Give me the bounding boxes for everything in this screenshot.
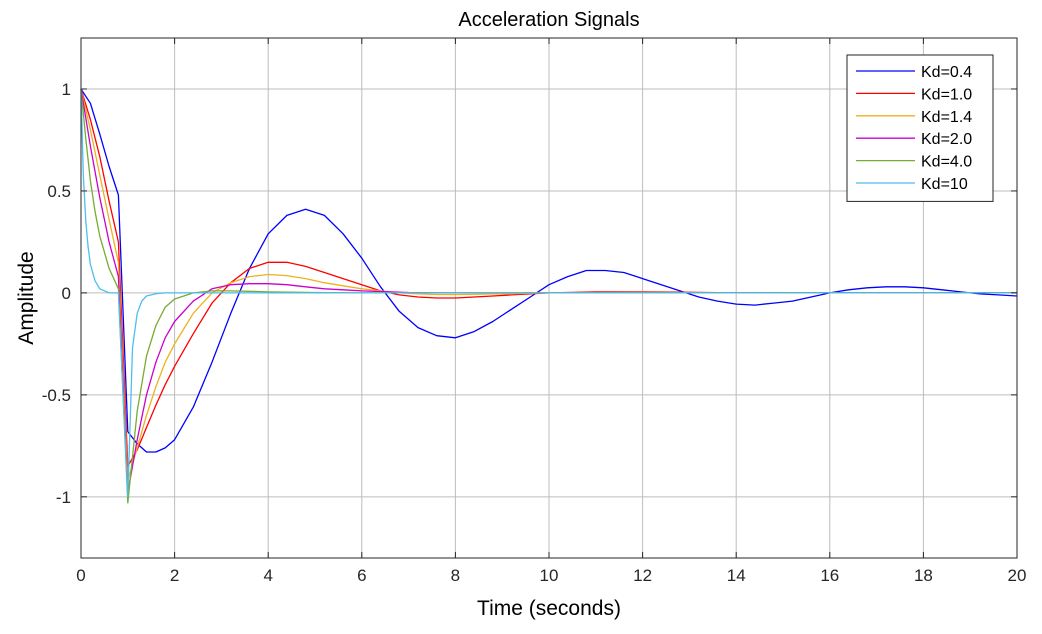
x-tick-label: 10 (540, 566, 559, 585)
x-tick-label: 6 (357, 566, 366, 585)
legend-entry-5: Kd=4.0 (921, 154, 972, 171)
series-line-6 (80, 88, 1017, 498)
chart-title: Acceleration Signals (458, 9, 639, 31)
x-axis-label: Time (seconds) (477, 597, 621, 620)
x-tick-label: 2 (170, 566, 179, 585)
x-tick-label: 16 (820, 566, 839, 585)
y-tick-label: -1 (56, 488, 71, 507)
x-tick-label: 20 (1008, 566, 1027, 585)
y-tick-label: -0.5 (42, 386, 71, 405)
series-line-1 (80, 88, 1018, 453)
y-tick-label: 0.5 (47, 182, 71, 201)
y-axis-label: Amplitude (15, 251, 38, 344)
legend-entry-3: Kd=1.4 (921, 109, 972, 126)
y-tick-label: 0 (62, 284, 71, 303)
y-tick-label: 1 (62, 80, 71, 99)
legend-entry-2: Kd=1.0 (921, 86, 972, 103)
series-layer (80, 88, 1018, 504)
legend: Kd=0.4 Kd=1.0 Kd=1.4 Kd=2.0 Kd=4.0 Kd=10 (846, 54, 994, 202)
legend-box (846, 54, 994, 202)
series-line-2 (80, 88, 1017, 467)
legend-entry-1: Kd=0.4 (921, 64, 972, 81)
x-tick-label: 14 (727, 566, 746, 585)
legend-entry-4: Kd=2.0 (921, 131, 972, 148)
x-tick-label: 4 (263, 566, 272, 585)
axis-ticks: 0 2 4 6 8 10 12 14 16 18 20 -1 -0.5 0 0.5 1 (42, 38, 1027, 585)
x-tick-label: 0 (76, 566, 85, 585)
x-tick-label: 18 (914, 566, 933, 585)
x-tick-label: 8 (451, 566, 460, 585)
x-tick-label: 12 (633, 566, 652, 585)
legend-entry-6: Kd=10 (921, 176, 968, 193)
